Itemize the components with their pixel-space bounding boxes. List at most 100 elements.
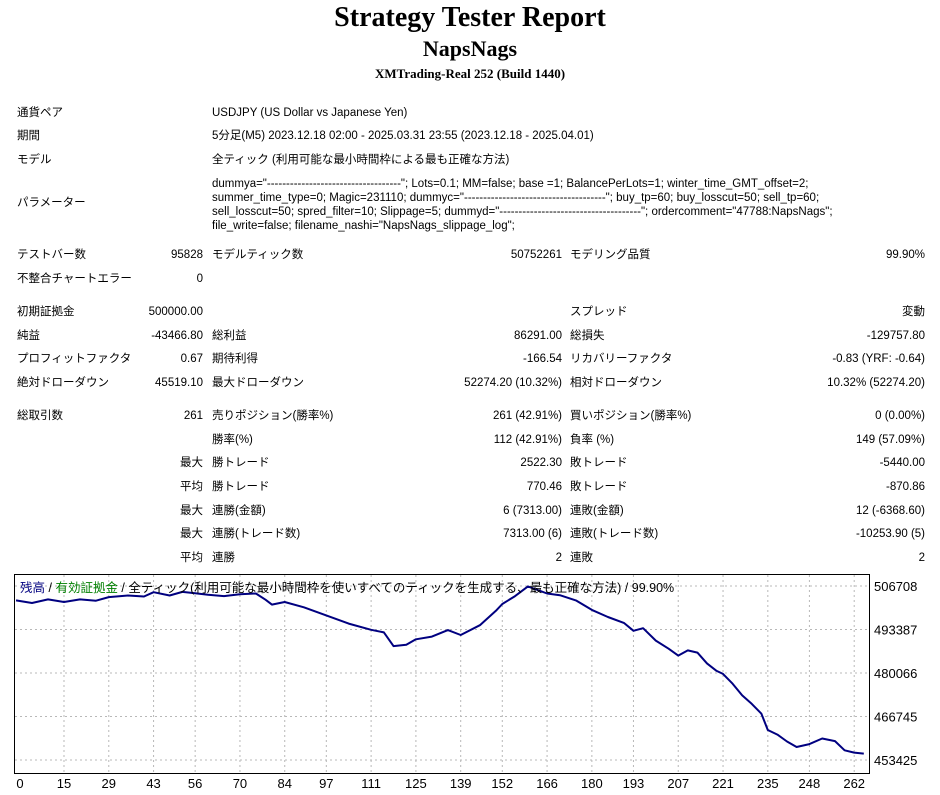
x-tick-label: 84 [278,776,292,791]
x-tick-label: 139 [450,776,472,791]
params-line: sell_losscut=50; spred_filter=10; Slippa… [212,206,833,218]
legend-separator: / [45,581,55,595]
report-title: Strategy Tester Report [334,2,606,33]
trades-value: 261 [183,410,203,422]
chart-legend: 残高 / 有効証拠金 / 全ティック(利用可能な最小時間枠を使いすべてのティック… [20,580,674,595]
x-tick-label: 97 [319,776,333,791]
y-tick-label: 466745 [874,710,917,725]
consec-profit-value: 7313.00 (6) [503,528,562,540]
mismatch-value: 0 [196,273,203,285]
x-tick-label: 0 [16,776,23,791]
bars-value: 95828 [171,249,203,261]
balance-chart: 残高 / 有効証拠金 / 全ティック(利用可能な最小時間枠を使いすべてのティック… [14,574,917,791]
chart-series [15,585,864,755]
x-tick-label: 207 [667,776,689,791]
largest-loss-value: -5440.00 [879,457,925,469]
params-value: dummya="--------------------------------… [212,177,912,233]
avg-wins-label: 連勝 [212,552,235,564]
bars-label: テストバー数 [17,249,86,261]
legend-balance: 残高 [20,580,45,595]
x-tick-label: 125 [405,776,427,791]
consec-losses-amt-label: 連敗(金額) [570,505,624,517]
largest-win-label: 勝トレード [212,457,270,469]
period-label: 期間 [17,130,40,142]
legend-equity: 有効証拠金 [55,580,118,595]
params-label: パラメーター [17,197,86,209]
x-tick-label: 111 [361,776,381,791]
deposit-label: 初期証拠金 [17,306,75,318]
pf-label: プロフィットファクタ [17,353,132,365]
rel-dd-label: 相対ドローダウン [570,377,662,389]
gross-profit-value: 86291.00 [514,330,562,342]
avg-loss-value: -870.86 [885,481,925,493]
model-label: モデル [17,154,52,166]
net-label: 純益 [17,330,40,342]
params-line: file_write=false; filename_nashi="NapsNa… [212,220,515,232]
win-rate-value: 112 (42.91%) [493,434,562,446]
avg-consec-label: 平均 [180,552,203,564]
x-tick-label: 15 [57,776,71,791]
x-tick-label: 235 [757,776,779,791]
spread-label: スプレッド [570,306,628,318]
payoff-label: 期待利得 [212,353,258,365]
quality-label: モデリング品質 [570,249,651,261]
expert-name: NapsNags [422,36,518,61]
x-tick-label: 180 [581,776,603,791]
y-tick-label: 453425 [874,753,917,768]
y-tick-label: 480066 [874,666,917,681]
trades-label: 総取引数 [17,410,63,422]
consec-wins-amt-value: 6 (7313.00) [503,505,562,517]
avg-loss-label: 敗トレード [570,481,628,493]
payoff-value: -166.54 [522,353,562,365]
deposit-value: 500000.00 [148,306,203,318]
chart-grid [15,575,869,773]
params-line: dummya="--------------------------------… [212,178,809,190]
max-consec-trades-label: 最大 [180,528,203,540]
x-axis: 0 15 29 43 56 70 84 97 111 125 139 152 166 180 193 207 2… [16,776,865,791]
balance-line [15,585,864,755]
win-rate-label: 勝率(%) [212,434,253,446]
consec-profit-label: 連勝(トレード数) [212,528,301,540]
rel-dd-value: 10.32% (52274.20) [827,377,925,389]
mismatch-label: 不整合チャートエラー [17,273,132,285]
server-build: XMTrading-Real 252 (Build 1440) [374,66,566,81]
avg-win-label: 勝トレード [212,481,270,493]
largest-win-value: 2522.30 [520,457,562,469]
x-tick-label: 152 [491,776,513,791]
recovery-value: -0.83 (YRF: -0.64) [832,353,925,365]
x-tick-label: 193 [623,776,645,791]
avg-losses-label: 連敗 [570,552,593,564]
y-axis: 506708 493387 480066 466745 453425 [874,579,917,768]
long-label: 買いポジション(勝率%) [570,410,692,422]
consec-loss-label: 連敗(トレード数) [570,528,659,540]
long-value: 0 (0.00%) [875,410,925,422]
short-value: 261 (42.91%) [492,410,562,422]
symbol-value: USDJPY (US Dollar vs Japanese Yen) [212,107,408,119]
max-dd-label: 最大ドローダウン [212,377,304,389]
largest-loss-label: 敗トレード [570,457,628,469]
x-tick-label: 70 [233,776,247,791]
gross-loss-value: -129757.80 [866,330,925,342]
net-value: -43466.80 [151,330,203,342]
x-tick-label: 221 [712,776,734,791]
avg-win-value: 770.46 [526,481,562,493]
period-value: 5分足(M5) 2023.12.18 02:00 - 2025.03.31 23… [212,130,594,142]
average-label: 平均 [180,481,203,493]
legend-separator: / [118,581,128,595]
short-label: 売りポジション(勝率%) [212,410,334,422]
model-value: 全ティック (利用可能な最小時間枠による最も正確な方法) [212,154,510,166]
quality-value: 99.90% [885,249,925,261]
x-tick-label: 166 [536,776,558,791]
consec-wins-amt-label: 連勝(金額) [212,505,266,517]
spread-value: 変動 [902,306,925,318]
chart-frame [14,574,870,774]
loss-rate-value: 149 (57.09%) [855,434,925,446]
largest-label: 最大 [180,457,203,469]
symbol-label: 通貨ペア [17,107,63,119]
y-tick-label: 493387 [874,623,917,638]
ticks-value: 50752261 [510,249,562,261]
max-dd-value: 52274.20 (10.32%) [464,377,562,389]
params-line: summer_time_type=0; Magic=231110; dummyc… [212,192,820,204]
legend-model: 全ティック(利用可能な最小時間枠を使いすべてのティックを生成する、最も正確な方法… [128,580,674,595]
abs-dd-value: 45519.10 [155,377,203,389]
